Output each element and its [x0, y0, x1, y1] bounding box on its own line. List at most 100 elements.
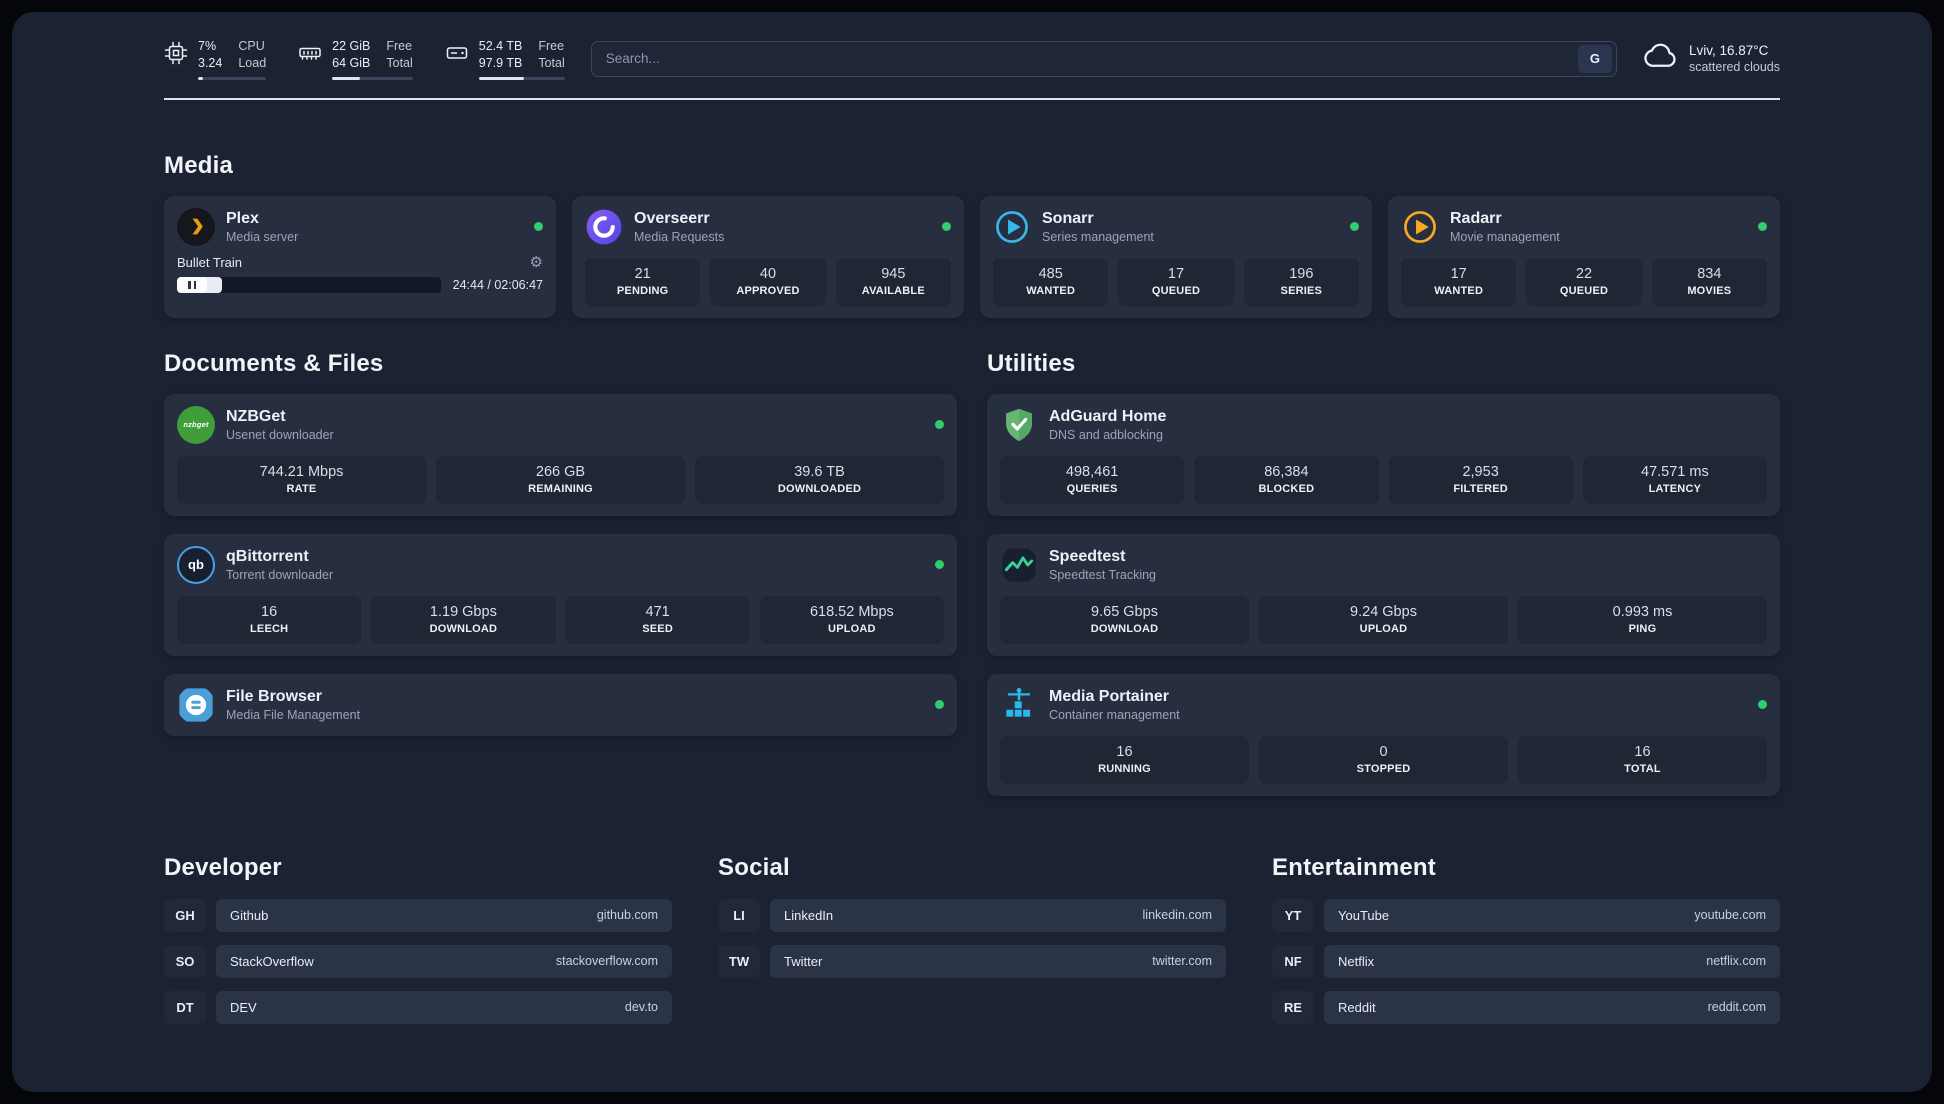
- app-card-plex[interactable]: Plex Media server Bullet Train ⚙: [164, 195, 556, 318]
- bookmark-netflix[interactable]: NF Netflix netflix.com: [1272, 944, 1780, 978]
- overseerr-icon: [585, 208, 623, 246]
- status-dot: [942, 222, 951, 232]
- bookmark-dev[interactable]: DT DEV dev.to: [164, 990, 672, 1024]
- status-dot: [534, 222, 543, 232]
- app-name: NZBGet: [226, 407, 286, 425]
- stat-tile: 0.993 ms PING: [1518, 595, 1767, 644]
- dashboard-content: 7% 3.24 CPU Load: [12, 12, 1932, 1064]
- developer-section-title: Developer: [164, 853, 282, 881]
- settings-gear-icon[interactable]: ⚙: [529, 253, 543, 271]
- weather-condition: scattered clouds: [1688, 60, 1780, 75]
- ram-widget: 22 GiB 64 GiB Free Total: [298, 38, 413, 80]
- bookmark-youtube[interactable]: YT YouTube youtube.com: [1272, 898, 1780, 932]
- media-section-title: Media: [164, 151, 234, 179]
- system-info-group: 7% 3.24 CPU Load: [164, 38, 565, 80]
- app-card-nzbget[interactable]: nzbget NZBGet Usenet downloader 744.21 M…: [164, 393, 957, 516]
- app-description: Media File Management: [226, 707, 361, 722]
- entertainment-section-title: Entertainment: [1272, 853, 1436, 881]
- search-engine-button[interactable]: G: [1577, 44, 1612, 73]
- stat-tile: 16 TOTAL: [1518, 735, 1767, 784]
- cpu-load-label: Load: [238, 55, 267, 70]
- app-description: Container management: [1049, 707, 1180, 722]
- app-card-portainer[interactable]: Media Portainer Container management 16 R…: [987, 673, 1780, 796]
- stat-tile: 266 GB REMAINING: [436, 455, 685, 504]
- app-description: Usenet downloader: [226, 427, 334, 442]
- bookmark-linkedin[interactable]: LI LinkedIn linkedin.com: [718, 898, 1226, 932]
- app-name: Sonarr: [1042, 209, 1094, 227]
- cpu-progress-bar: [198, 76, 267, 80]
- stat-tile: 40 APPROVED: [710, 257, 826, 306]
- qbittorrent-icon: qb: [177, 545, 215, 584]
- bookmark-github[interactable]: GH Github github.com: [164, 898, 672, 932]
- cpu-load-value: 3.24: [198, 55, 223, 70]
- ram-free-label: Free: [386, 39, 413, 53]
- status-dot: [935, 560, 944, 570]
- nzbget-icon: nzbget: [177, 405, 215, 444]
- status-dot: [1758, 222, 1767, 232]
- cpu-widget: 7% 3.24 CPU Load: [164, 38, 267, 80]
- pause-button[interactable]: [177, 276, 207, 293]
- bookmark-abbr: DT: [164, 990, 206, 1024]
- stat-tile: 22 QUEUED: [1526, 257, 1642, 306]
- app-name: Speedtest: [1049, 547, 1126, 565]
- app-card-sonarr[interactable]: Sonarr Series management 485 WANTED 17 QUE…: [980, 195, 1372, 318]
- status-dot: [935, 700, 944, 710]
- bookmark-abbr: SO: [164, 944, 206, 978]
- header-divider: [164, 97, 1780, 100]
- stat-tile: 2,953 FILTERED: [1388, 455, 1573, 504]
- bookmark-abbr: RE: [1272, 990, 1314, 1024]
- documents-section-title: Documents & Files: [164, 349, 384, 377]
- ram-progress-bar: [332, 76, 413, 80]
- bookmark-twitter[interactable]: TW Twitter twitter.com: [718, 944, 1226, 978]
- status-dot: [1350, 222, 1359, 232]
- stat-tile: 744.21 Mbps RATE: [177, 455, 426, 504]
- app-name: Overseerr: [634, 209, 710, 227]
- bookmark-group-entertainment: Entertainment YT YouTube youtube.com NF N…: [1272, 854, 1780, 1024]
- bookmark-abbr: TW: [718, 944, 760, 978]
- cpu-chip-icon: [164, 41, 188, 65]
- app-card-overseerr[interactable]: Overseerr Media Requests 21 PENDING 40 APP…: [572, 195, 964, 318]
- app-description: Media server: [226, 229, 299, 244]
- app-description: Speedtest Tracking: [1049, 567, 1157, 582]
- bookmark-abbr: LI: [718, 898, 760, 932]
- app-card-filebrowser[interactable]: File Browser Media File Management: [164, 673, 957, 736]
- stat-tile: 196 SERIES: [1243, 257, 1359, 306]
- bookmark-group-developer: Developer GH Github github.com SO StackOv…: [164, 854, 672, 1024]
- now-playing-title: Bullet Train: [177, 254, 243, 270]
- bookmarks-row: Developer GH Github github.com SO StackOv…: [164, 854, 1780, 1024]
- disk-icon: [445, 41, 469, 65]
- playback-progress-bar[interactable]: [177, 276, 441, 293]
- weather-location: Lviv, 16.87°C: [1688, 43, 1769, 59]
- ram-free-value: 22 GiB: [332, 39, 371, 53]
- ram-icon: [298, 41, 322, 65]
- disk-progress-bar: [478, 76, 565, 80]
- speedtest-icon: [1000, 546, 1038, 584]
- bookmark-stackoverflow[interactable]: SO StackOverflow stackoverflow.com: [164, 944, 672, 978]
- app-name: qBittorrent: [226, 547, 309, 565]
- stat-tile: 1.19 Gbps DOWNLOAD: [371, 595, 556, 644]
- ram-total-value: 64 GiB: [332, 55, 371, 70]
- media-cards-row: Plex Media server Bullet Train ⚙: [164, 195, 1780, 318]
- playback-time: 24:44 / 02:06:47: [452, 277, 543, 292]
- disk-total-label: Total: [538, 55, 565, 70]
- stat-tile: 17 WANTED: [1401, 257, 1517, 306]
- app-description: Series management: [1042, 229, 1154, 244]
- plex-icon: [177, 207, 215, 246]
- app-card-speedtest[interactable]: Speedtest Speedtest Tracking 9.65 Gbps DO…: [987, 533, 1780, 656]
- app-name: Plex: [226, 209, 259, 227]
- app-card-qbittorrent[interactable]: qb qBittorrent Torrent downloader 16 LEEC…: [164, 533, 957, 656]
- stat-tile: 618.52 Mbps UPLOAD: [759, 595, 944, 644]
- disk-free-label: Free: [538, 39, 565, 53]
- app-name: Radarr: [1450, 209, 1502, 227]
- search-input[interactable]: [605, 51, 1578, 67]
- app-card-radarr[interactable]: Radarr Movie management 17 WANTED 22 QUEUE…: [1388, 195, 1780, 318]
- disk-widget: 52.4 TB 97.9 TB Free Total: [445, 38, 565, 80]
- app-description: DNS and adblocking: [1049, 427, 1163, 442]
- stat-tile: 945 AVAILABLE: [835, 257, 951, 306]
- dashboard: 7% 3.24 CPU Load: [12, 12, 1932, 1092]
- portainer-crane-icon: [1000, 686, 1038, 724]
- app-name: AdGuard Home: [1049, 407, 1167, 425]
- app-card-adguard-home[interactable]: AdGuard Home DNS and adblocking 498,461 Q…: [987, 393, 1780, 516]
- bookmark-reddit[interactable]: RE Reddit reddit.com: [1272, 990, 1780, 1024]
- stat-tile: 498,461 QUERIES: [1000, 455, 1185, 504]
